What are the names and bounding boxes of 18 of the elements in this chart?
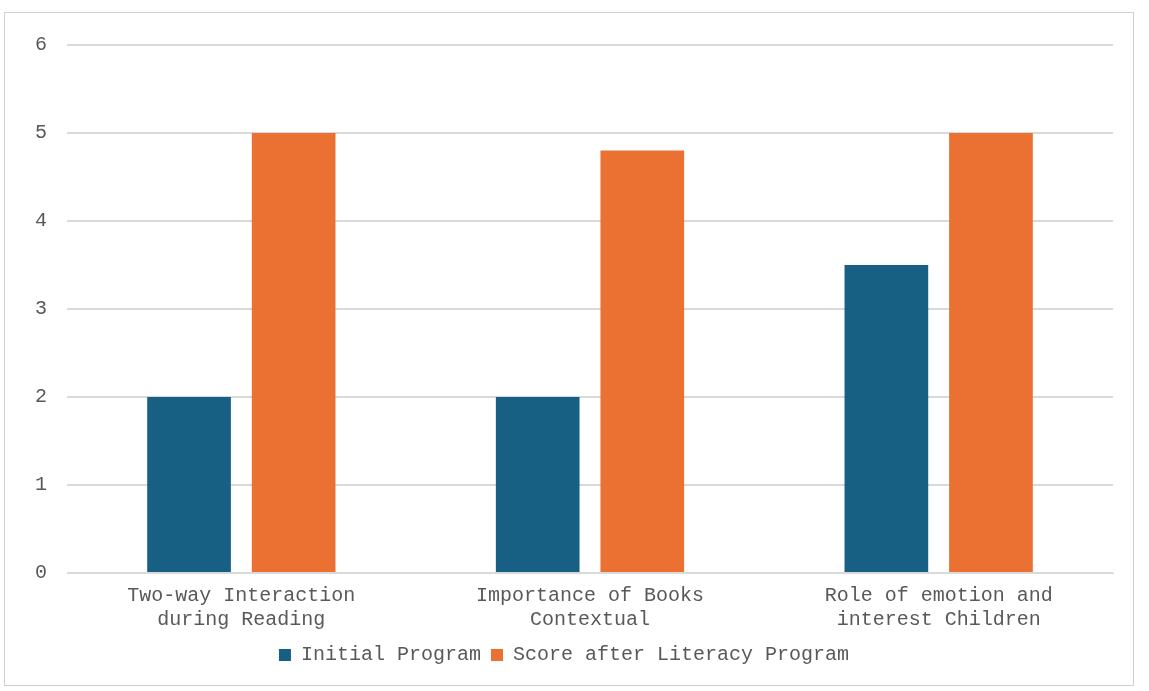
y-tick-label: 2 bbox=[34, 385, 47, 409]
y-tick-label: 6 bbox=[34, 33, 47, 57]
y-tick-label: 5 bbox=[34, 121, 47, 145]
bar bbox=[147, 397, 231, 572]
y-tick-label: 0 bbox=[34, 561, 47, 585]
x-tick-label: Two-way Interaction during Reading bbox=[127, 584, 356, 632]
y-tick-label: 1 bbox=[34, 473, 47, 497]
x-tick-label: Role of emotion and interest Children bbox=[824, 584, 1053, 632]
bar bbox=[251, 133, 336, 572]
legend-label: Initial Program bbox=[300, 643, 481, 667]
y-tick-label: 4 bbox=[34, 209, 47, 233]
x-tick-label: Importance of Books Contextual bbox=[475, 584, 705, 632]
bar bbox=[600, 150, 685, 572]
bar bbox=[844, 265, 929, 572]
legend-label: Score after Literacy Program bbox=[512, 643, 850, 667]
y-tick-label: 3 bbox=[34, 297, 47, 321]
bar bbox=[949, 133, 1033, 572]
bar bbox=[495, 397, 580, 572]
